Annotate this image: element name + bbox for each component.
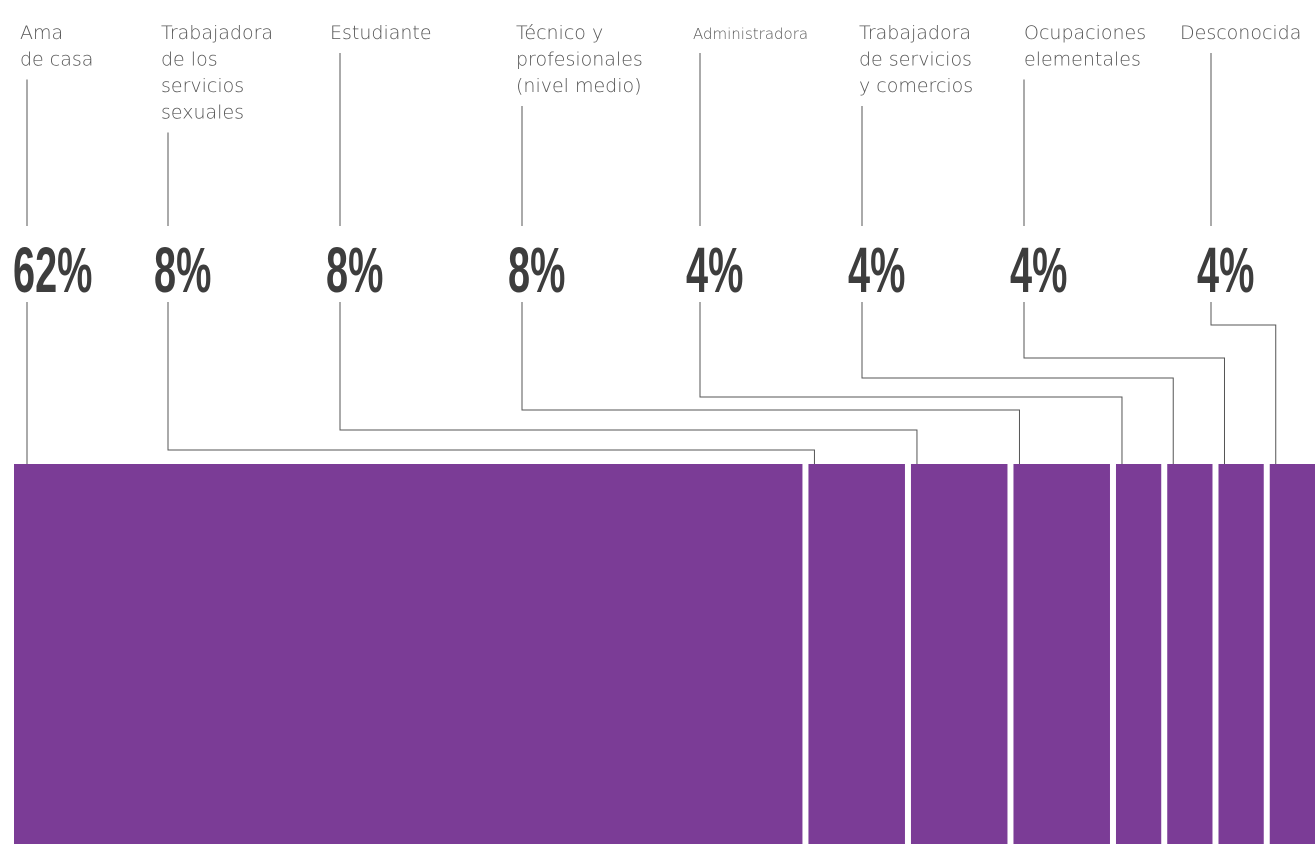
bar-segment	[1218, 464, 1264, 844]
bar-segment	[1167, 464, 1213, 844]
category-label: Trabajadora de los servicios sexuales	[161, 22, 273, 124]
value-label-group: 4%	[1010, 236, 1067, 307]
category-label-line: (nivel medio)	[516, 75, 642, 97]
bar-segment	[1115, 464, 1162, 844]
connector	[521, 302, 1020, 464]
value-label: 4%	[686, 236, 743, 307]
value-label-group: 62%	[13, 236, 92, 307]
connector	[1023, 302, 1225, 464]
connector	[339, 302, 918, 464]
bar-segment	[910, 464, 1008, 844]
connector	[1210, 302, 1277, 464]
bar-segment	[808, 464, 905, 844]
category-label: Administradora	[693, 25, 808, 43]
value-label-group: 8%	[154, 236, 211, 307]
category-label: Ocupaciones elementales	[1024, 22, 1146, 71]
value-label: 4%	[848, 236, 905, 307]
category-label-line: Trabajadora	[161, 22, 273, 44]
category-label-line: Ocupaciones	[1024, 22, 1146, 44]
category-label-line: y comercios	[859, 75, 973, 97]
category-label-line: profesionales	[516, 49, 643, 71]
category-label: Ama de casa	[20, 22, 93, 71]
bar-segment	[1269, 464, 1315, 844]
value-label: 4%	[1197, 236, 1254, 307]
category-label: Técnico y profesionales (nivel medio)	[516, 22, 643, 97]
category-label-line: servicios	[161, 75, 244, 97]
connector	[861, 302, 1174, 464]
value-label: 8%	[154, 236, 211, 307]
category-label-line: elementales	[1024, 49, 1141, 71]
value-label: 8%	[508, 236, 565, 307]
value-label-group: 4%	[1197, 236, 1254, 307]
category-label-line: Ama	[20, 22, 63, 44]
value-label: 4%	[1010, 236, 1067, 307]
bar-segment	[1013, 464, 1110, 844]
value-label: 62%	[13, 236, 92, 307]
category-label-line: Estudiante	[330, 22, 432, 44]
category-label-line: sexuales	[161, 102, 244, 124]
value-label-group: 4%	[848, 236, 905, 307]
category-label: Estudiante	[330, 22, 432, 44]
category-label-line: Trabajadora	[859, 22, 971, 44]
category-label-line: Técnico y	[516, 22, 603, 44]
value-label-group: 4%	[686, 236, 743, 307]
connector	[699, 302, 1123, 464]
bar-segment	[14, 464, 803, 844]
category-label-line: de los	[161, 49, 218, 71]
value-label-group: 8%	[508, 236, 565, 307]
category-label: Trabajadora de servicios y comercios	[859, 22, 973, 97]
category-label: Desconocida	[1180, 22, 1301, 44]
category-label-line: Administradora	[693, 25, 808, 43]
value-label: 8%	[326, 236, 383, 307]
value-label-group: 8%	[326, 236, 383, 307]
connector	[167, 302, 815, 464]
category-label-line: de servicios	[859, 49, 972, 71]
category-label-line: Desconocida	[1180, 22, 1301, 44]
category-label-line: de casa	[20, 49, 93, 71]
